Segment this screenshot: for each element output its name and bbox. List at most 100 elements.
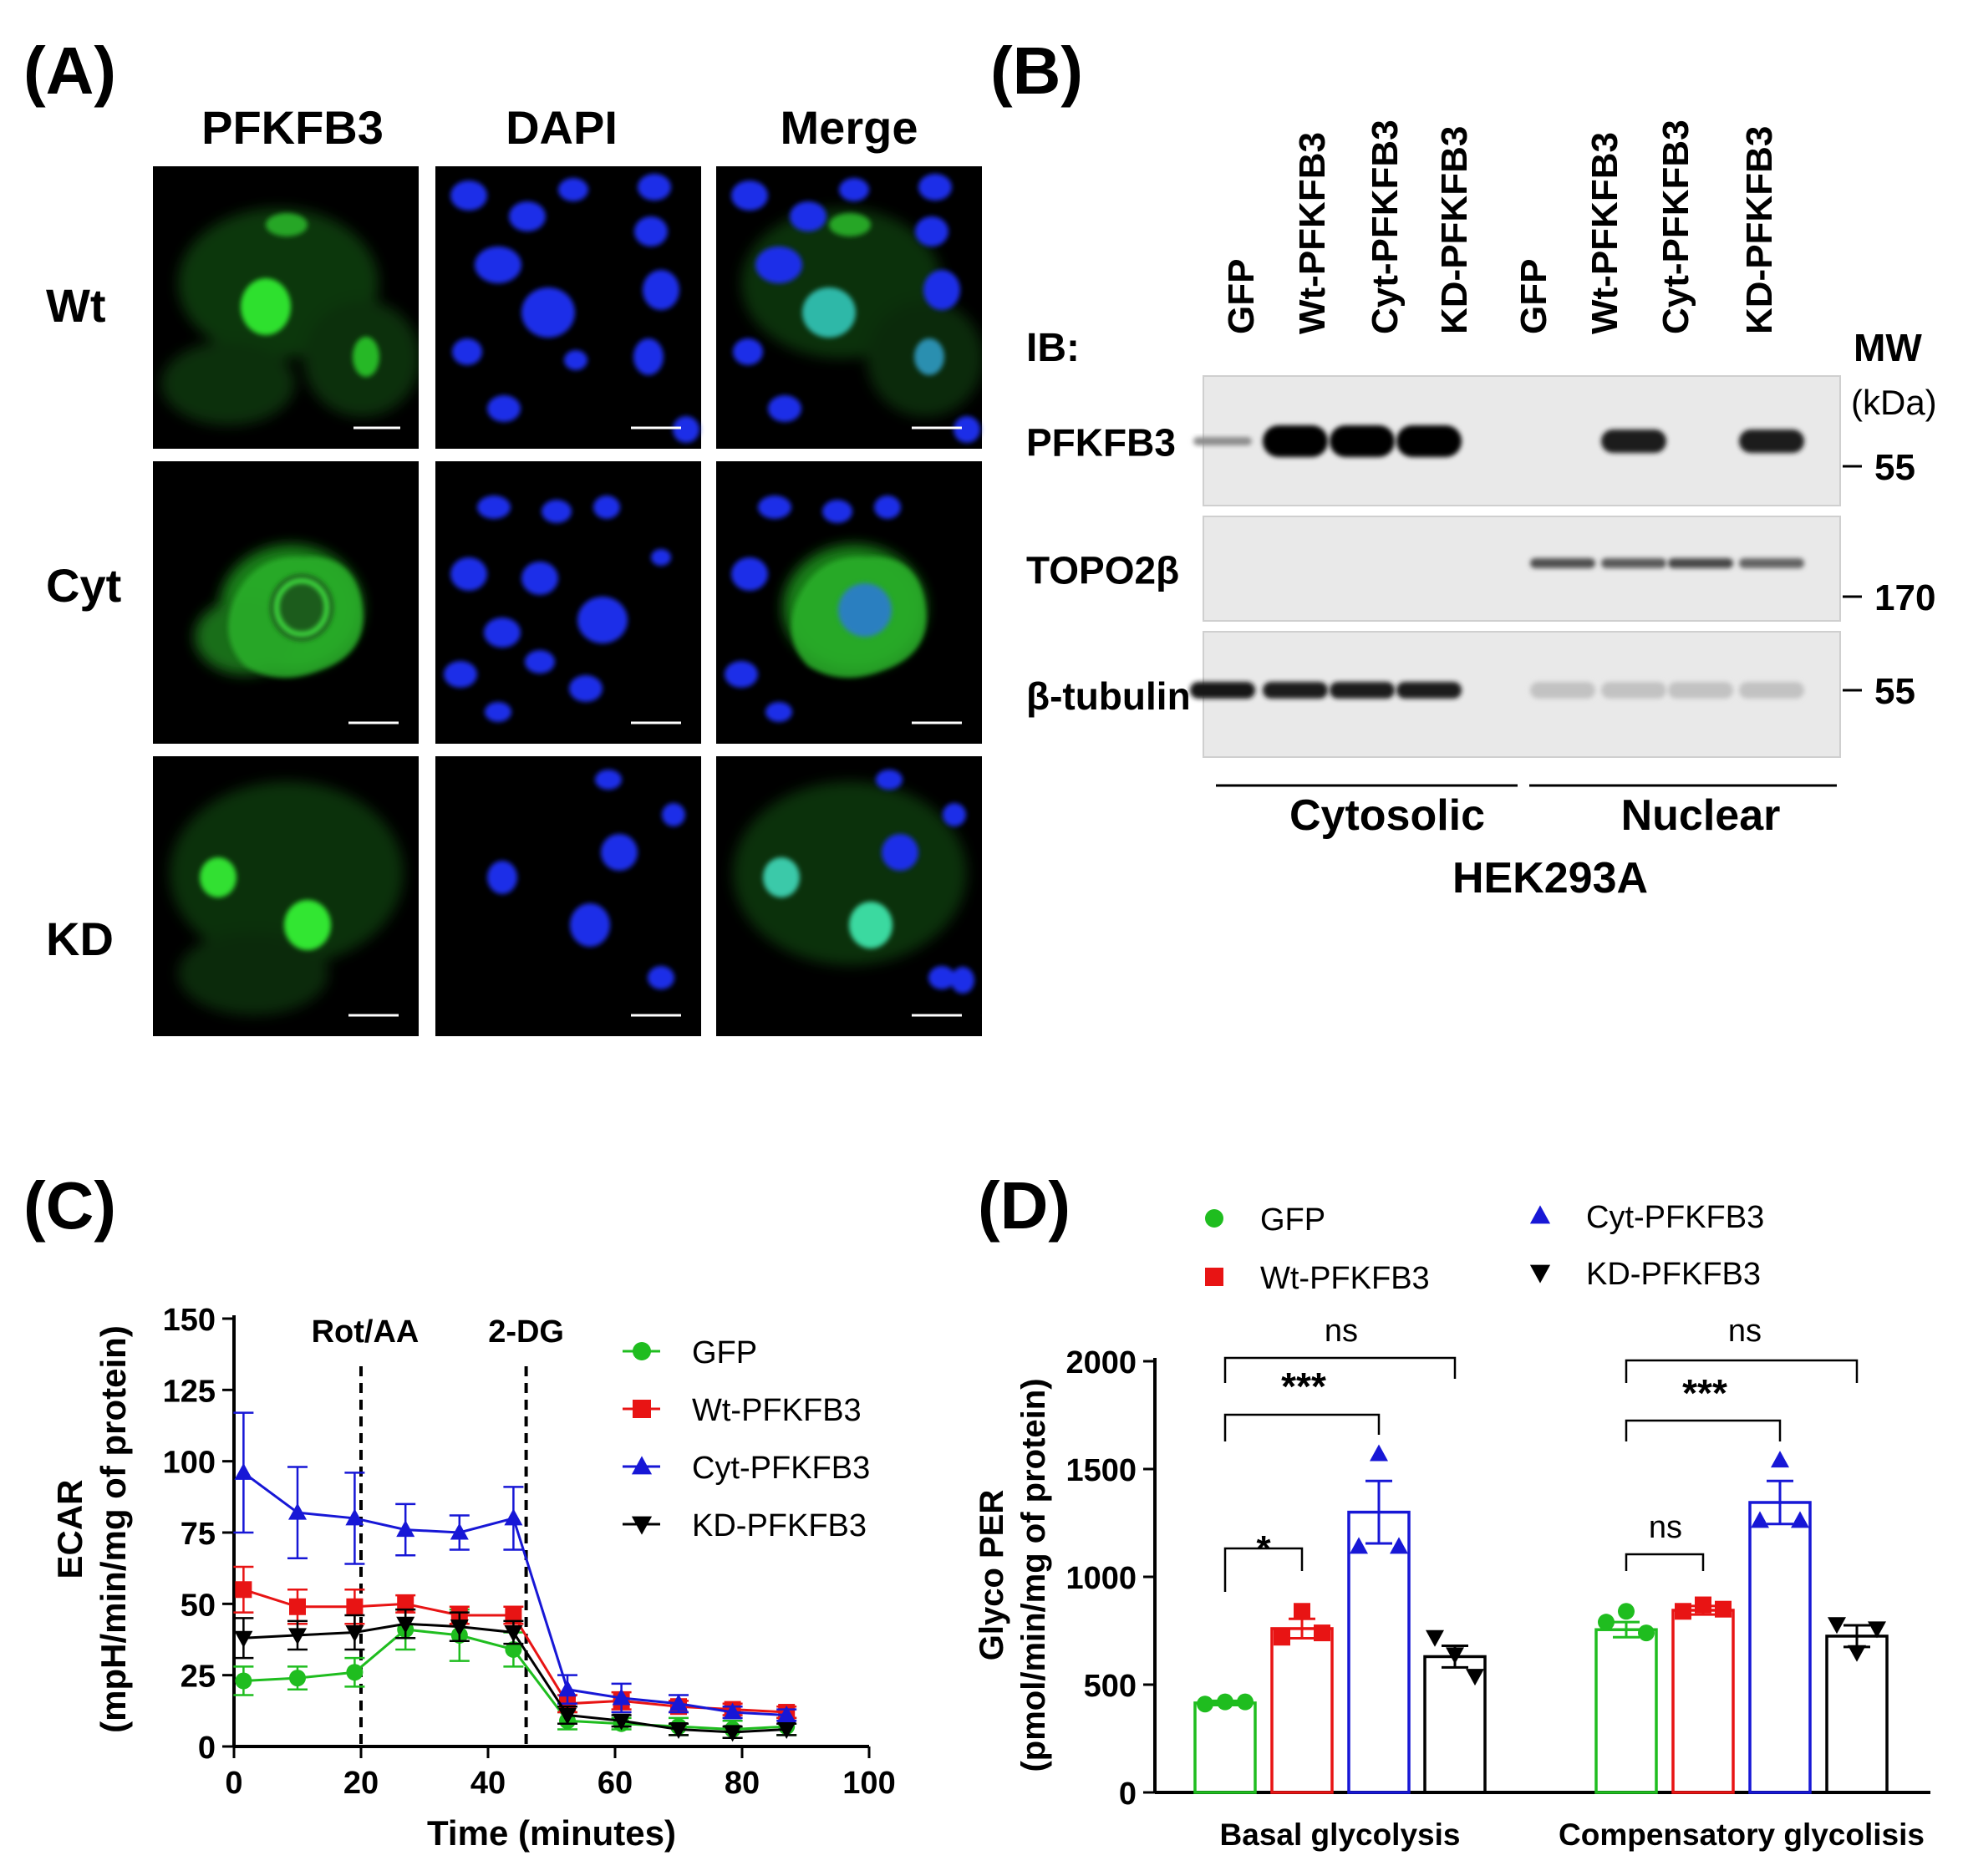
- replicate-point: [1791, 1511, 1809, 1528]
- replicate-point: [1314, 1624, 1330, 1642]
- replicate-point: [1638, 1624, 1655, 1642]
- legend-label: GFP: [1260, 1202, 1325, 1238]
- blot-band: [1739, 430, 1804, 453]
- lane-label: GFP: [1513, 259, 1554, 334]
- replicate-point: [1618, 1603, 1635, 1620]
- y-tick-label: 125: [163, 1374, 216, 1409]
- significance-bracket: [1223, 1356, 1457, 1383]
- data-point: [612, 1713, 631, 1731]
- bar-Cyt-PFKFB3: [1347, 1444, 1411, 1794]
- micrograph-kd-merge: [716, 756, 982, 1036]
- glyco-per-bar-chart: 0 500 1000 1500 2000 Glyco PER (pmol/min/mg of…: [974, 1200, 1930, 1852]
- blot-band: [1668, 558, 1733, 568]
- bar-Wt-PFKFB3: [1270, 1603, 1334, 1794]
- series-KD-PFKFB3: [233, 1608, 797, 1742]
- blots: PFKFB3 55 TOPO2β 170 β-tubulin 55: [1026, 375, 1935, 758]
- data-point: [234, 1630, 253, 1648]
- bar-GFP: [1193, 1693, 1257, 1794]
- bar-KD-PFKFB3: [1423, 1629, 1487, 1794]
- mw-value: 170: [1874, 577, 1935, 618]
- blot-band: [1601, 682, 1666, 699]
- data-point: [612, 1688, 631, 1706]
- bar-GFP: [1594, 1603, 1658, 1794]
- blot-band: [1396, 425, 1462, 457]
- blot-label: β-tubulin: [1026, 674, 1191, 718]
- replicate-point: [1828, 1617, 1846, 1635]
- x-axis-title: Time (minutes): [427, 1813, 676, 1853]
- data-point: [669, 1694, 688, 1711]
- x-tick-label: 100: [842, 1766, 895, 1801]
- column-header-merge: Merge: [781, 101, 918, 154]
- data-point: [234, 1462, 253, 1480]
- data-point: [505, 1606, 522, 1624]
- significance-bracket: [1223, 1547, 1304, 1592]
- group-label-nuclear: Nuclear: [1621, 791, 1781, 840]
- panel-c: (C) 0 25 50 75 100 125 150 0 20 40 60 80 100 Time (mi…: [23, 1168, 896, 1853]
- replicate-point: [1370, 1444, 1388, 1462]
- y-tick-label: 150: [163, 1303, 216, 1338]
- kda-label: (kDa): [1851, 383, 1937, 422]
- replicate-point: [1294, 1603, 1310, 1620]
- category-label: Compensatory glycolisis: [1559, 1818, 1925, 1852]
- replicate-point: [1217, 1693, 1233, 1711]
- significance-label: *: [1256, 1528, 1271, 1569]
- cell-line-label: HEK293A: [1452, 854, 1648, 902]
- significance-label: ns: [1728, 1314, 1762, 1349]
- significance-label: ns: [1649, 1510, 1682, 1545]
- replicate-point: [1598, 1614, 1615, 1631]
- data-point: [396, 1520, 415, 1538]
- significance-bracket: [1625, 1553, 1705, 1571]
- panel-b: (B) GFP Wt-PFKFB3 Cyt-PFKFB3 KD-PFKFB3 GFP Wt…: [990, 33, 1937, 902]
- mw-label: MW: [1854, 326, 1922, 369]
- panel-b-letter: (B): [990, 33, 1083, 108]
- micrograph-cyt-merge: [716, 461, 982, 744]
- bar: [1347, 1510, 1411, 1794]
- ib-label: IB:: [1026, 326, 1080, 370]
- x-tick-label: 20: [343, 1766, 379, 1801]
- column-header-dapi: DAPI: [506, 101, 618, 154]
- y-tick-label: 0: [1119, 1777, 1137, 1812]
- data-point: [346, 1664, 364, 1681]
- treatment-label: Rot/AA: [312, 1314, 420, 1350]
- legend-label: GFP: [692, 1335, 757, 1370]
- significance-bracket: [1625, 1419, 1782, 1441]
- panel-d-letter: (D): [978, 1168, 1070, 1243]
- blot-band: [1601, 558, 1666, 568]
- legend-marker: [631, 1516, 653, 1535]
- y-axis-subtitle: (mpH/min/mg of protein): [94, 1325, 133, 1733]
- legend-label: Cyt-PFKFB3: [1586, 1200, 1764, 1235]
- replicate-point: [1426, 1629, 1444, 1647]
- replicate-point: [1695, 1596, 1711, 1614]
- y-tick-label: 0: [198, 1731, 216, 1766]
- micrograph-wt-dapi: [435, 166, 701, 449]
- data-point: [669, 1722, 688, 1740]
- y-tick-label: 2000: [1065, 1345, 1137, 1380]
- data-point: [396, 1616, 415, 1634]
- data-point: [288, 1502, 307, 1520]
- replicate-point: [1197, 1696, 1213, 1713]
- blot-band: [1530, 558, 1595, 568]
- bar: [1594, 1628, 1658, 1794]
- data-point: [505, 1640, 522, 1658]
- x-tick-label: 80: [725, 1766, 760, 1801]
- legend-label: KD-PFKFB3: [1586, 1257, 1761, 1292]
- ecar-line-chart: 0 25 50 75 100 125 150 0 20 40 60 80 100 Time (minute…: [50, 1303, 896, 1853]
- lane-label: Wt-PFKFB3: [1584, 132, 1625, 334]
- micrograph-cyt-pfkfb3: [153, 461, 419, 744]
- replicate-point: [1466, 1669, 1484, 1686]
- data-point: [345, 1508, 364, 1526]
- y-tick-label: 100: [163, 1446, 216, 1481]
- data-point: [558, 1707, 577, 1725]
- blot-label: PFKFB3: [1026, 421, 1176, 465]
- data-point: [345, 1624, 364, 1642]
- replicate-point: [1390, 1537, 1408, 1554]
- blot-band: [1530, 682, 1595, 699]
- legend-marker: [1529, 1264, 1551, 1284]
- blot-band: [1330, 425, 1395, 457]
- legend-label: Wt-PFKFB3: [1260, 1261, 1430, 1296]
- replicate-point: [1771, 1451, 1789, 1468]
- y-tick-label: 1500: [1065, 1453, 1137, 1488]
- row-label-kd: KD: [46, 913, 114, 965]
- y-axis-title: ECAR: [50, 1479, 89, 1579]
- data-point: [235, 1581, 252, 1599]
